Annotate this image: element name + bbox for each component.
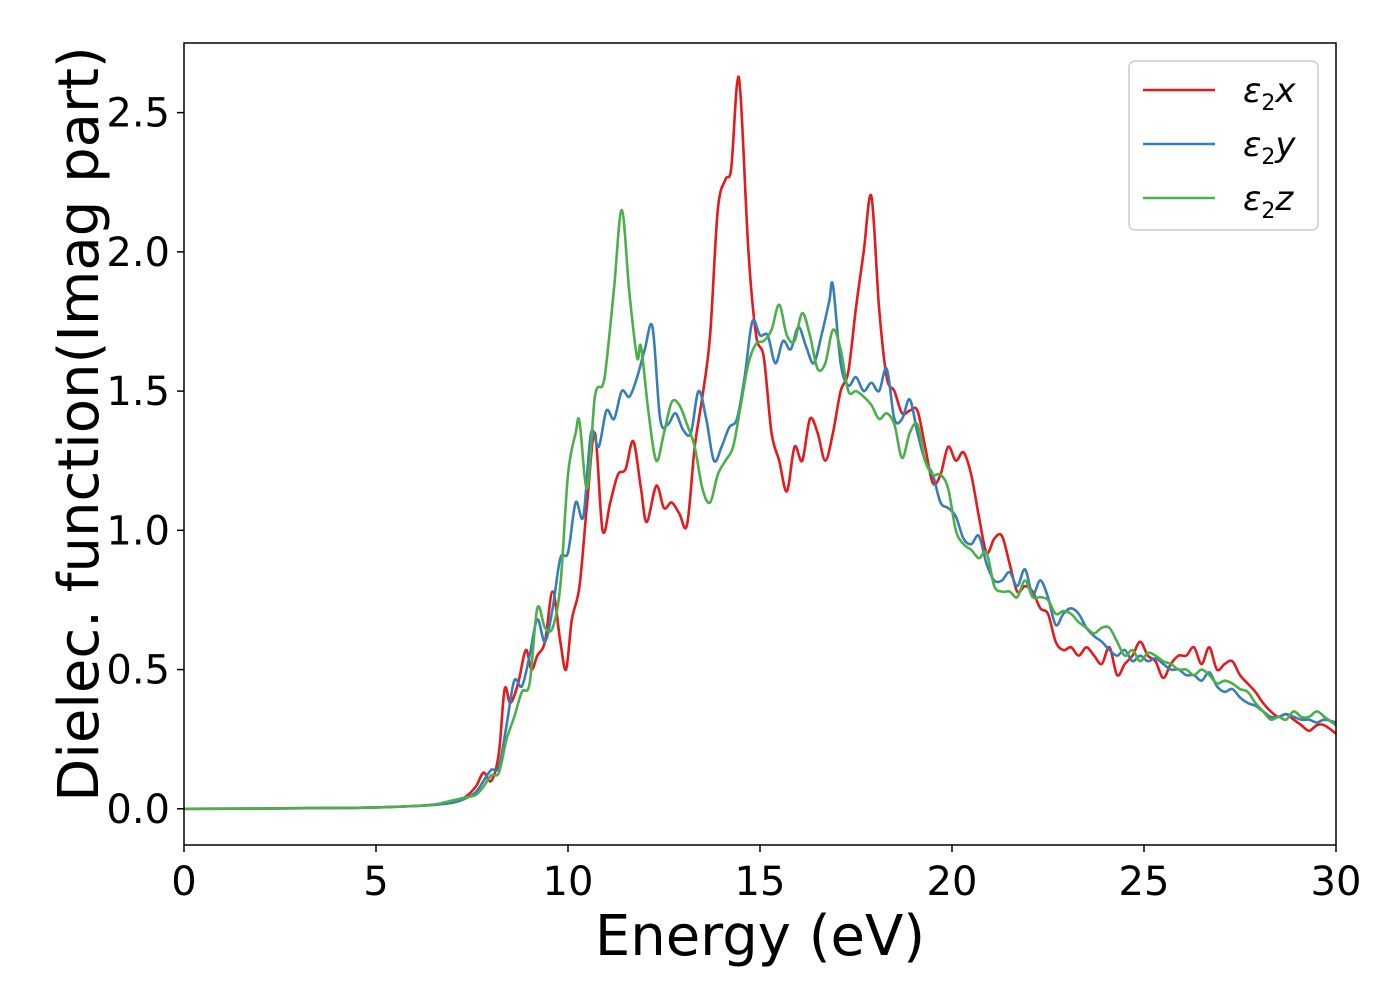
legend: ε2x ε2y ε2z <box>1128 60 1319 231</box>
legend-box <box>1128 60 1319 231</box>
x-tick-label: 5 <box>363 859 388 905</box>
x-tick-label: 20 <box>927 859 978 905</box>
x-tick-label: 0 <box>171 859 196 905</box>
legend-label: ε2x <box>1243 71 1296 116</box>
y-tick-label: 1.5 <box>106 369 170 415</box>
series-line-z <box>183 208 1337 811</box>
y-tick-label: 0.5 <box>106 648 170 694</box>
x-axis: 0 5 10 15 20 25 30 <box>171 845 1361 905</box>
x-axis-title: Energy (eV) <box>595 904 925 969</box>
series-line-y <box>183 281 1337 811</box>
y-tick-label: 2.0 <box>106 230 170 276</box>
plot-lines <box>183 75 1337 811</box>
y-axis: 0.0 0.5 1.0 1.5 2.0 2.5 <box>106 91 184 833</box>
y-axis-title: Dielec. function(Imag part) <box>47 46 112 802</box>
x-tick-label: 30 <box>1311 859 1362 905</box>
series-line-x <box>183 75 1337 811</box>
legend-label: ε2z <box>1243 179 1294 224</box>
legend-label: ε2y <box>1243 125 1296 170</box>
x-tick-label: 15 <box>735 859 786 905</box>
x-tick-label: 25 <box>1119 859 1170 905</box>
y-tick-label: 0.0 <box>106 787 170 833</box>
x-tick-label: 10 <box>543 859 594 905</box>
y-tick-label: 2.5 <box>106 91 170 137</box>
y-tick-label: 1.0 <box>106 508 170 554</box>
